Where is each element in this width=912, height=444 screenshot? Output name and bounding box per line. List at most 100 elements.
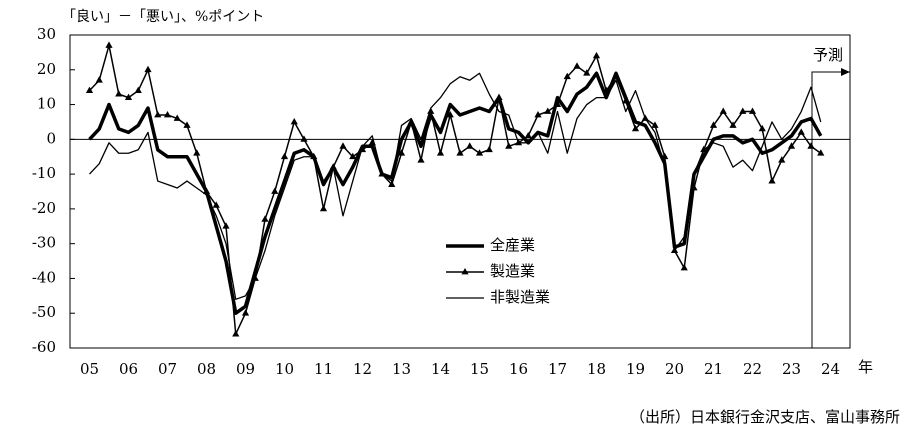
marker	[290, 117, 298, 125]
x-tick-label: 12	[353, 360, 372, 378]
marker	[778, 156, 786, 163]
series-line	[89, 72, 822, 300]
marker	[154, 110, 162, 118]
marker	[222, 222, 230, 229]
y-tick-label: -20	[32, 199, 56, 217]
marker	[729, 121, 737, 128]
marker	[115, 90, 123, 97]
x-tick-label: 05	[80, 360, 99, 378]
marker	[680, 264, 688, 271]
marker	[631, 124, 640, 132]
legend-label: 全産業	[490, 236, 535, 254]
marker	[485, 145, 493, 153]
x-tick-label: 13	[392, 360, 411, 378]
marker	[505, 142, 513, 149]
x-tick-label: 16	[509, 360, 528, 378]
y-tick-label: -10	[32, 164, 56, 182]
marker	[719, 107, 727, 114]
marker	[202, 187, 211, 194]
marker	[436, 149, 445, 156]
x-tick-label: 14	[431, 360, 450, 378]
y-tick-label: -30	[32, 234, 56, 252]
marker	[602, 86, 610, 94]
forecast-label: 予測	[813, 46, 843, 64]
legend-label: 製造業	[490, 262, 535, 280]
y-axis-label: 「良い」－「悪い」、%ポイント	[62, 9, 264, 25]
marker	[241, 309, 250, 316]
marker	[612, 72, 620, 80]
y-tick-label: 0	[46, 129, 56, 147]
marker	[134, 86, 142, 94]
marker	[271, 187, 279, 194]
x-tick-label: 21	[704, 360, 723, 378]
x-tick-label: 20	[665, 360, 684, 378]
marker	[124, 93, 133, 100]
marker	[651, 121, 659, 128]
marker	[388, 180, 396, 187]
marker	[466, 142, 474, 149]
marker	[592, 51, 601, 59]
marker	[280, 152, 289, 160]
marker	[417, 156, 425, 163]
x-tick-label: 07	[158, 360, 177, 378]
x-tick-label: 18	[587, 360, 606, 378]
x-axis-label: 年	[858, 358, 873, 376]
marker	[193, 149, 201, 156]
marker	[456, 149, 464, 156]
y-tick-label: -60	[32, 338, 56, 356]
marker	[349, 152, 357, 160]
x-tick-label: 08	[197, 360, 216, 378]
marker	[183, 121, 191, 128]
legend-marker	[461, 268, 469, 275]
marker	[748, 107, 757, 114]
marker	[475, 149, 484, 156]
marker	[553, 100, 562, 107]
y-tick-label: 30	[37, 25, 56, 43]
marker	[232, 330, 240, 337]
y-tick-label: -40	[32, 268, 56, 286]
marker	[446, 110, 454, 118]
forecast-arrow	[811, 68, 850, 348]
x-tick-label: 09	[236, 360, 255, 378]
y-tick-label: 10	[37, 95, 56, 113]
marker	[524, 131, 532, 139]
x-tick-label: 15	[470, 360, 489, 378]
marker	[807, 142, 815, 149]
marker	[563, 72, 571, 80]
x-tick-label: 10	[275, 360, 294, 378]
marker	[212, 201, 220, 208]
marker	[583, 69, 591, 76]
marker	[95, 76, 103, 83]
marker	[329, 163, 337, 170]
marker	[739, 107, 747, 114]
marker	[144, 65, 152, 73]
marker	[163, 110, 172, 118]
marker	[622, 97, 630, 104]
marker	[173, 114, 181, 121]
marker	[85, 86, 94, 94]
marker	[397, 149, 406, 156]
marker	[339, 142, 347, 149]
marker	[768, 177, 776, 184]
x-tick-label: 22	[743, 360, 762, 378]
marker	[544, 107, 552, 114]
x-tick-label: 17	[548, 360, 567, 378]
y-tick-label: -50	[32, 303, 56, 321]
marker	[700, 145, 708, 153]
x-tick-label: 19	[626, 360, 645, 378]
x-tick-label: 23	[782, 360, 801, 378]
marker	[105, 41, 113, 48]
marker	[573, 62, 581, 69]
x-tick-label: 24	[821, 360, 840, 378]
marker	[817, 149, 825, 156]
marker	[709, 121, 718, 128]
marker	[787, 142, 796, 149]
marker	[534, 110, 542, 118]
legend-label: 非製造業	[490, 288, 550, 306]
x-tick-label: 06	[119, 360, 138, 378]
marker	[797, 128, 805, 135]
marker	[758, 124, 766, 132]
marker	[300, 135, 308, 142]
